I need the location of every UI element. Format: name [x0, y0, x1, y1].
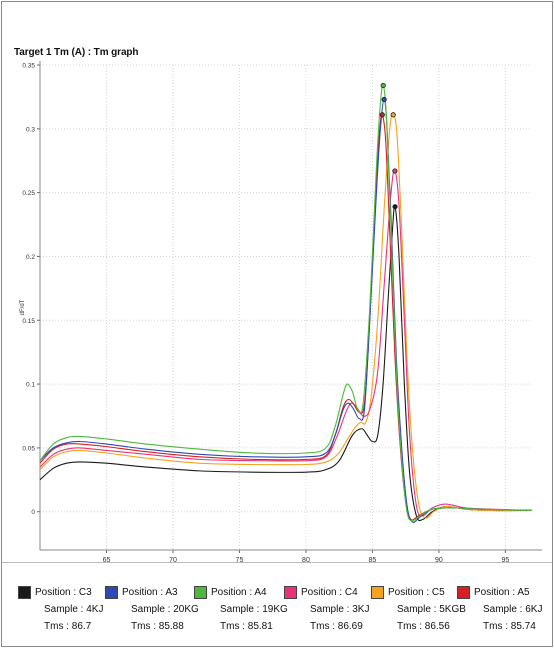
tm-peak-marker-3: [392, 168, 398, 174]
y-tick-label: 0.25: [22, 190, 35, 197]
legend-tms: Tms : 85.81: [220, 621, 273, 632]
tm-peak-marker-0: [392, 204, 398, 210]
legend-swatch: [371, 586, 384, 599]
legend-swatch: [457, 586, 470, 599]
legend-tms: Tms : 86.7: [44, 621, 92, 632]
x-tick-label: 85: [369, 557, 377, 562]
y-axis-label: dF/dT: [20, 299, 26, 315]
series-line-5: [39, 113, 533, 521]
x-tick-label: 95: [502, 557, 510, 562]
legend-swatch: [284, 586, 297, 599]
legend-position: Position : A3: [122, 587, 178, 598]
legend-sample: Sample : 20KG: [131, 604, 199, 615]
x-tick-label: 65: [103, 557, 111, 562]
legend-position: Position : A4: [211, 587, 267, 598]
y-tick-label: 0.05: [22, 445, 35, 452]
y-tick-label: 0.2: [26, 254, 35, 261]
tm-peak-marker-1: [381, 96, 387, 103]
legend-tms: Tms : 85.74: [483, 621, 536, 632]
series-line-3: [39, 169, 533, 517]
y-tick-label: 0.1: [26, 382, 35, 389]
x-tick-label: 80: [302, 557, 310, 562]
legend-sample: Sample : 5KGB: [397, 604, 466, 615]
legend-swatch: [194, 586, 207, 599]
y-tick-label: 0.3: [26, 126, 35, 133]
y-tick-label: 0: [31, 509, 35, 516]
legend-swatch: [18, 586, 31, 599]
x-tick-label: 70: [169, 557, 177, 562]
tm-peak-marker-5: [379, 112, 385, 118]
tm-peak-marker-4: [390, 112, 396, 118]
tm-peak-marker-2: [380, 82, 386, 89]
tm-graph-plot: 65 70 75 80 85 90 95 0 0.05 0.1 0.15 0.2 0.25 0.3 0.35…: [20, 61, 542, 562]
legend-tms: Tms : 86.56: [397, 621, 450, 632]
legend-separator: [2, 562, 552, 563]
legend-position: Position : A5: [474, 587, 530, 598]
series-line-0: [39, 205, 533, 522]
legend-position: Position : C4: [301, 587, 358, 598]
legend-sample: Sample : 3KJ: [310, 604, 370, 615]
legend-position: Position : C3: [35, 587, 92, 598]
y-tick-label: 0.15: [22, 318, 35, 325]
legend-sample: Sample : 4KJ: [44, 604, 104, 615]
series-line-4: [39, 113, 533, 519]
x-tick-label: 90: [435, 557, 443, 562]
legend-sample: Sample : 19KG: [220, 604, 288, 615]
legend-sample: Sample : 6KJ: [483, 604, 543, 615]
legend-tms: Tms : 86.69: [310, 621, 363, 632]
legend-position: Position : C5: [388, 587, 445, 598]
y-tick-label: 0.35: [22, 63, 35, 70]
chart-title: Target 1 Tm (A) : Tm graph: [14, 47, 139, 58]
legend-swatch: [105, 586, 118, 599]
series-line-1: [39, 98, 533, 523]
series-line-2: [39, 84, 533, 522]
x-tick-label: 75: [236, 557, 244, 562]
legend-tms: Tms : 85.88: [131, 621, 184, 632]
